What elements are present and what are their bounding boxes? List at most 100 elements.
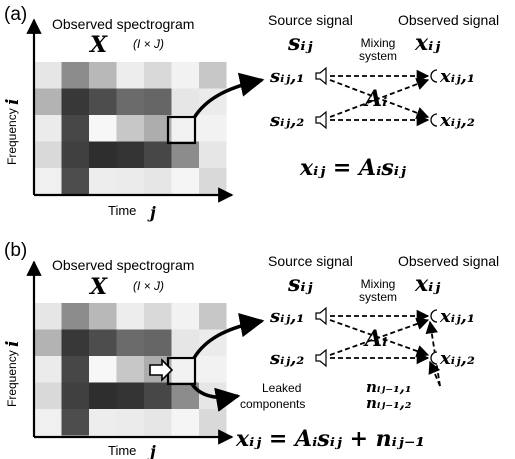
panel-b-y-axis-label: Frequency [5, 350, 19, 407]
panel-b: (b) Observed spectrogram X (I × J) Frequ… [3, 240, 499, 459]
panel-b-zoom-arrow [192, 313, 265, 359]
spectrogram-cell [34, 382, 62, 409]
panel-b-y-axis-var: i [3, 341, 23, 347]
panel-b-x-axis-var: j [147, 442, 156, 459]
spectrogram-cell [144, 303, 172, 330]
spectrogram-cell [89, 168, 117, 195]
panel-a-zoom-arrow [192, 72, 265, 119]
panel-a-spectrogram-grid [34, 62, 227, 195]
panel-b-mixing-label-1: Mixing [361, 277, 396, 291]
panel-b-spectrogram-title: Observed spectrogram [52, 257, 194, 273]
panel-b-speaker-2-icon [315, 348, 327, 368]
spectrogram-cell [171, 168, 199, 195]
panel-a-y-axis-label: Frequency [5, 108, 19, 165]
spectrogram-cell [89, 141, 117, 168]
spectrogram-cell [34, 303, 62, 330]
spectrogram-cell [144, 168, 172, 195]
spectrogram-cell [61, 88, 89, 115]
panel-a-mixing-label-2: system [359, 49, 397, 63]
spectrogram-cell [116, 141, 144, 168]
spectrogram-cell [34, 115, 62, 142]
spectrogram-cell [89, 382, 117, 409]
spectrogram-cell [89, 329, 117, 356]
spectrogram-cell [61, 382, 89, 409]
spectrogram-cell [34, 168, 62, 195]
spectrogram-cell [89, 303, 117, 330]
spectrogram-cell [116, 409, 144, 436]
panel-b-equation: xᵢⱼ = Aᵢsᵢⱼ + nᵢⱼ₋₁ [235, 426, 425, 452]
panel-a-tag: (a) [4, 4, 27, 25]
panel-a-mixing-label-1: Mixing [361, 36, 396, 50]
spectrogram-cell [61, 168, 89, 195]
panel-b-x-symbol: xᵢⱼ [414, 271, 440, 297]
spectrogram-cell [61, 115, 89, 142]
panel-b-s1: sᵢⱼ,₁ [269, 306, 304, 327]
spectrogram-cell [199, 141, 227, 168]
panel-b-spectrogram-grid [34, 303, 227, 436]
spectrogram-cell [171, 88, 199, 115]
panel-b-tag: (b) [4, 240, 27, 261]
spectrogram-cell [171, 62, 199, 89]
panel-b-mic-2-icon [430, 351, 438, 365]
panel-a-spectrogram-title: Observed spectrogram [52, 16, 194, 32]
panel-a-mic-2-icon [430, 113, 438, 127]
panel-a: (a) Observed spectrogram X (I × J) Frequ… [3, 4, 499, 222]
spectrogram-cell [34, 141, 62, 168]
panel-a-X-symbol: X [88, 32, 108, 58]
spectrogram-cell [116, 62, 144, 89]
panel-a-x-axis-label: Time [108, 203, 136, 218]
panel-b-speaker-1-icon [315, 306, 327, 326]
spectrogram-cell [116, 382, 144, 409]
panel-b-x2: xᵢⱼ,₂ [439, 348, 475, 369]
panel-b-leak-curve-arrow [190, 382, 241, 412]
spectrogram-cell [61, 303, 89, 330]
spectrogram-cell [171, 409, 199, 436]
spectrogram-cell [89, 356, 117, 383]
panel-a-speaker-2-icon [315, 110, 327, 130]
panel-b-n2: nᵢⱼ₋₁,₂ [366, 394, 412, 412]
spectrogram-cell [116, 329, 144, 356]
spectrogram-cell [199, 356, 227, 383]
spectrogram-cell [171, 141, 199, 168]
panel-b-mic-1-icon [430, 309, 438, 323]
spectrogram-cell [199, 303, 227, 330]
panel-b-x1: xᵢⱼ,₁ [439, 306, 475, 327]
panel-a-equation: xᵢⱼ = Aᵢsᵢⱼ [299, 155, 406, 181]
panel-a-x-axis-var: j [147, 203, 156, 222]
panel-a-mic-1-icon [430, 69, 438, 83]
spectrogram-cell [144, 141, 172, 168]
panel-b-mixing-label-2: system [359, 290, 397, 304]
spectrogram-cell [116, 303, 144, 330]
spectrogram-cell [116, 115, 144, 142]
panel-a-y-axis-var: i [3, 99, 23, 105]
panel-b-source-label: Source signal [268, 253, 353, 269]
spectrogram-cell [61, 409, 89, 436]
spectrogram-cell [116, 356, 144, 383]
spectrogram-cell [144, 409, 172, 436]
panel-a-source-label: Source signal [268, 12, 353, 28]
panel-b-X-symbol: X [88, 274, 108, 300]
spectrogram-cell [89, 62, 117, 89]
panel-b-observed-label: Observed signal [398, 253, 499, 269]
spectrogram-cell [116, 88, 144, 115]
panel-a-observed-label: Observed signal [398, 12, 499, 28]
panel-a-speaker-1-icon [315, 66, 327, 86]
spectrogram-cell [61, 356, 89, 383]
spectrogram-cell [144, 382, 172, 409]
spectrogram-cell [34, 356, 62, 383]
spectrogram-cell [199, 168, 227, 195]
panel-a-highlight-box [166, 115, 197, 145]
spectrogram-cell [34, 62, 62, 89]
spectrogram-cell [144, 329, 172, 356]
spectrogram-cell [61, 62, 89, 89]
spectrogram-cell [171, 329, 199, 356]
panel-a-A-symbol: Aᵢ [363, 86, 387, 112]
spectrogram-cell [144, 62, 172, 89]
spectrogram-cell [61, 141, 89, 168]
panel-b-leaked-label-2: components [240, 397, 305, 411]
panel-a-size-label: (I × J) [133, 37, 164, 51]
spectrogram-cell [89, 115, 117, 142]
panel-a-s1: sᵢⱼ,₁ [269, 66, 304, 87]
spectrogram-cell [199, 409, 227, 436]
